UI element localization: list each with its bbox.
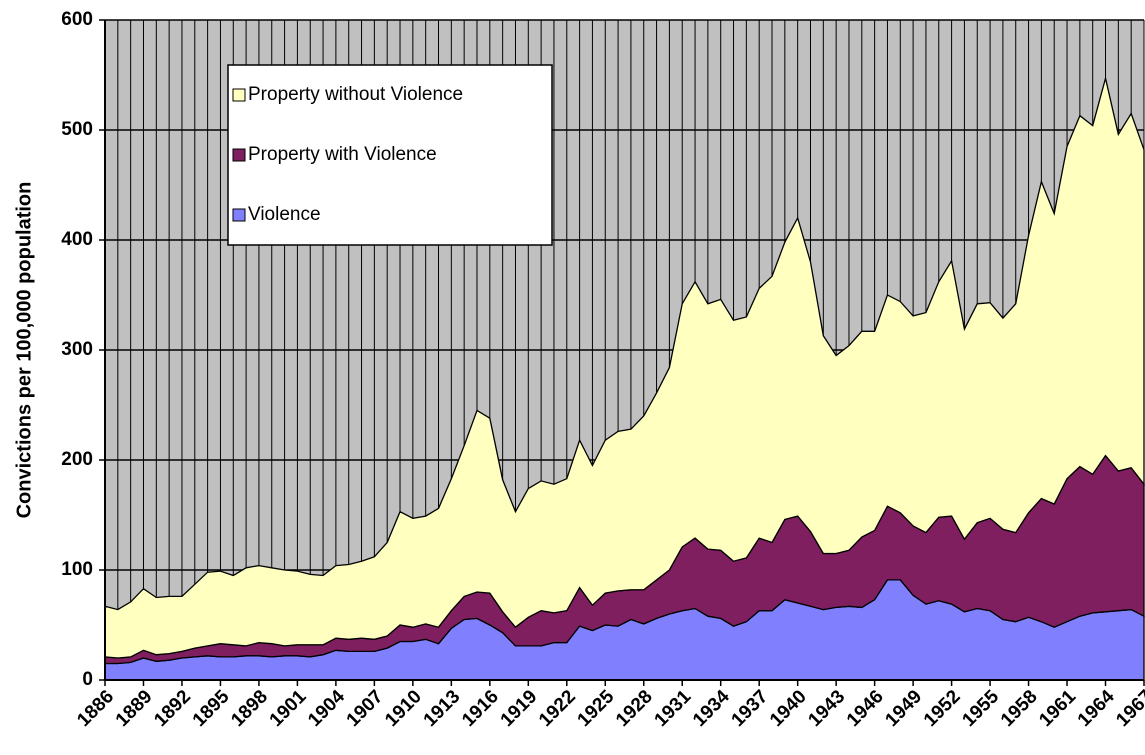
x-tick-label: 1934 — [689, 686, 734, 731]
x-tick-label: 1913 — [420, 686, 465, 731]
x-tick-label: 1910 — [381, 686, 426, 731]
x-tick-label: 1937 — [728, 686, 773, 731]
x-tick-label: 1904 — [304, 686, 349, 731]
legend-label: Property with Violence — [248, 144, 437, 165]
y-tick-label: 400 — [61, 229, 93, 250]
legend-label: Property without Violence — [248, 84, 463, 105]
x-tick-label: 1886 — [73, 686, 118, 731]
y-tick-label: 500 — [61, 119, 93, 140]
x-tick-label: 1889 — [112, 686, 157, 731]
x-tick-label: 1922 — [535, 686, 580, 731]
x-tick-label: 1943 — [804, 686, 849, 731]
x-tick-label: 1931 — [651, 686, 696, 731]
legend-label: Violence — [248, 204, 321, 225]
y-tick-label: 600 — [61, 9, 93, 30]
y-tick-label: 100 — [61, 559, 93, 580]
x-tick-label: 1907 — [343, 686, 388, 731]
x-tick-label: 1925 — [574, 686, 619, 731]
x-tick-label: 1961 — [1035, 686, 1080, 731]
x-tick-label: 1898 — [227, 686, 272, 731]
x-tick-label: 1916 — [458, 686, 503, 731]
y-axis-label: Convictions per 100,000 population — [13, 182, 35, 519]
x-tick-label: 1964 — [1074, 686, 1119, 731]
x-tick-label: 1892 — [150, 686, 195, 731]
x-tick-label: 1958 — [997, 686, 1042, 731]
x-tick-label: 1949 — [881, 686, 926, 731]
legend-box — [227, 64, 553, 246]
legend-swatch — [232, 148, 246, 162]
area — [104, 78, 1145, 659]
x-tick-label: 1967 — [1112, 686, 1145, 731]
legend-swatch — [232, 88, 246, 102]
x-tick-label: 1955 — [958, 686, 1003, 731]
x-tick-label: 1946 — [843, 686, 888, 731]
x-tick-label: 1928 — [612, 686, 657, 731]
x-tick-label: 1952 — [920, 686, 965, 731]
legend-swatch — [232, 208, 246, 222]
x-tick-label: 1901 — [266, 686, 311, 731]
y-tick-label: 0 — [82, 669, 93, 690]
x-tick-label: 1940 — [766, 686, 811, 731]
x-tick-label: 1919 — [497, 686, 542, 731]
y-tick-label: 300 — [61, 339, 93, 360]
y-tick-label: 200 — [61, 449, 93, 470]
x-tick-label: 1895 — [189, 686, 234, 731]
